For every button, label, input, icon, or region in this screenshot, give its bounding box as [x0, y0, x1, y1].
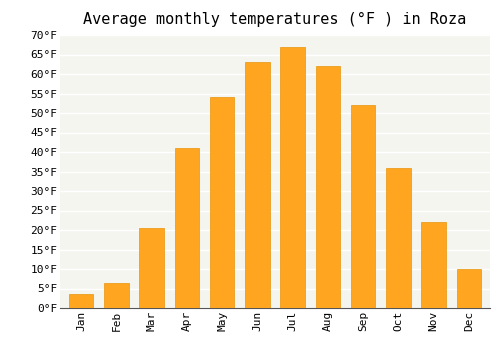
Bar: [104, 283, 128, 308]
Bar: [140, 228, 164, 308]
Bar: [69, 294, 94, 308]
Bar: [386, 168, 410, 308]
Bar: [316, 66, 340, 308]
Title: Average monthly temperatures (°F ) in Roza: Average monthly temperatures (°F ) in Ro…: [84, 12, 466, 27]
Bar: [210, 97, 234, 308]
Bar: [174, 148, 199, 308]
Bar: [245, 62, 270, 308]
Bar: [456, 269, 481, 308]
Bar: [280, 47, 305, 308]
Bar: [422, 222, 446, 308]
Bar: [351, 105, 376, 308]
